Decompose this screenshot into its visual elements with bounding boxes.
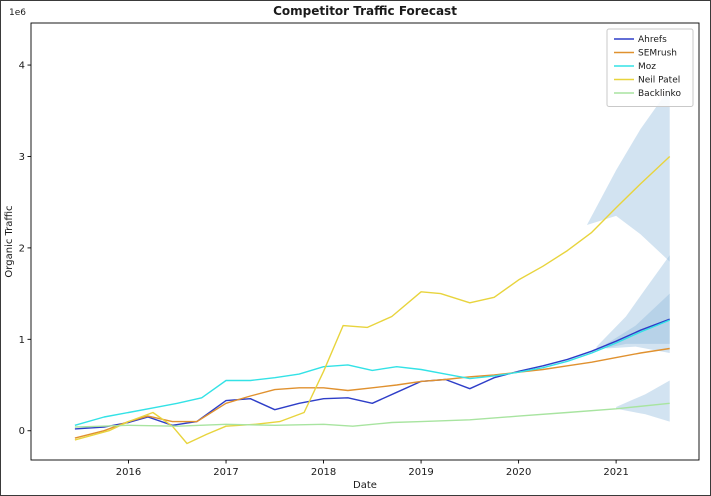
series-line-ahrefs xyxy=(74,318,670,430)
x-tick-label: 2019 xyxy=(408,467,433,478)
x-tick-label: 2018 xyxy=(311,467,336,478)
legend-label: Backlinko xyxy=(638,89,681,99)
series-line-neil-patel xyxy=(74,155,671,445)
legend-item-neil-patel: Neil Patel xyxy=(614,76,680,86)
x-tick-label: 2016 xyxy=(116,467,141,478)
legend-label: SEMrush xyxy=(638,49,677,59)
legend: Ahrefs SEMrush Moz Neil Patel Backlinko xyxy=(606,28,694,107)
y-tick-label: 0 xyxy=(19,426,25,437)
chart-title: Competitor Traffic Forecast xyxy=(273,4,457,18)
x-tick-label: 2020 xyxy=(506,467,531,478)
y-tick-label: 2 xyxy=(19,243,25,254)
y-tick-label: 4 xyxy=(19,61,25,72)
x-tick-label: 2017 xyxy=(213,467,238,478)
forecast-band-backlinko-forecast xyxy=(616,380,670,422)
series-line-backlinko xyxy=(74,402,670,428)
y-axis-label: Organic Traffic xyxy=(4,205,15,277)
x-axis-label: Date xyxy=(353,480,377,491)
legend-item-ahrefs: Ahrefs xyxy=(614,35,667,45)
legend-label: Neil Patel xyxy=(638,76,680,86)
y-tick-label: 3 xyxy=(19,152,25,163)
series-line-semrush xyxy=(74,347,670,439)
forecast-band-neil-patel-forecast xyxy=(586,87,670,262)
legend-item-moz: Moz xyxy=(614,62,656,72)
x-tick-label: 2021 xyxy=(603,467,628,478)
legend-item-backlinko: Backlinko xyxy=(614,89,681,99)
axes-spines xyxy=(30,22,700,461)
legend-label: Moz xyxy=(638,62,656,72)
legend-item-semrush: SEMrush xyxy=(614,49,677,59)
y-axis-offset-text: 1e6 xyxy=(9,8,26,18)
legend-label: Ahrefs xyxy=(638,35,667,45)
series-line-moz xyxy=(74,319,670,426)
y-tick-label: 1 xyxy=(19,335,25,346)
legend-box xyxy=(606,28,694,107)
plot-area xyxy=(31,23,699,460)
